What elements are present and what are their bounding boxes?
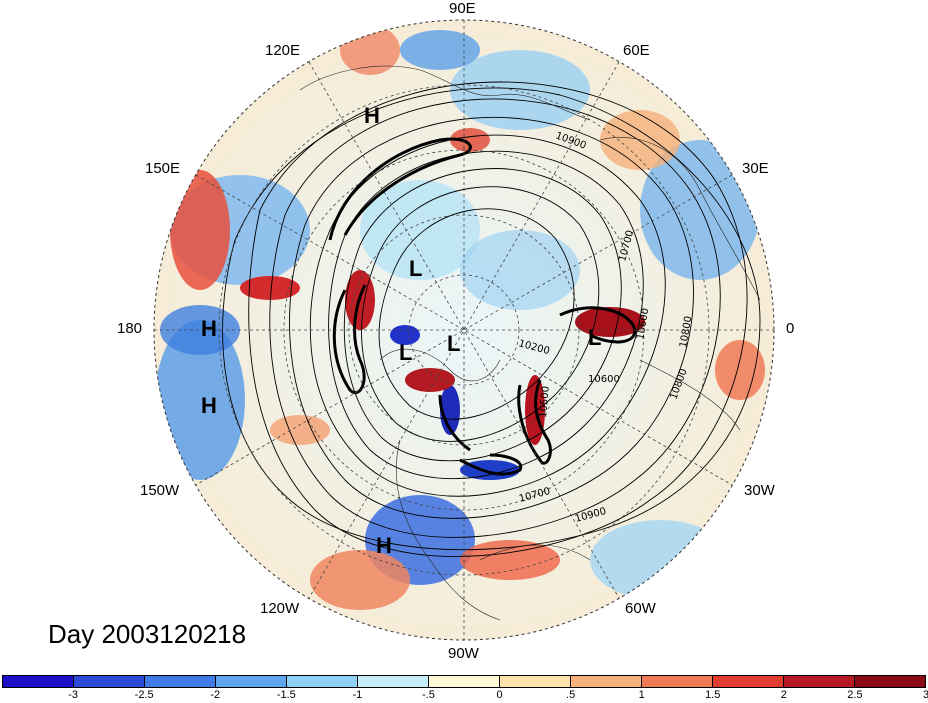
contour-label: 10800 [678, 315, 694, 348]
colorbar-tick-label: 0 [496, 689, 503, 701]
contour-label: 10600 [635, 307, 651, 340]
lon-label-30w: 30W [744, 482, 775, 499]
colorbar-ticks: -3 -2.5 -2 -1.5 -1 -.5 0 .5 1 1.5 2 2.5 3 [0, 689, 928, 703]
low-marker: L [447, 331, 460, 356]
lon-label-30e: 30E [742, 160, 769, 177]
high-marker: H [364, 103, 380, 128]
graticule [154, 20, 774, 640]
high-marker: H [201, 393, 217, 418]
colorbar-tick-label: -.5 [422, 689, 435, 701]
colorbar-tick-label: 1.5 [705, 689, 721, 701]
coastlines [299, 65, 761, 621]
colorbar-tick-label: -3 [68, 689, 78, 701]
colorbar-segment [429, 676, 500, 687]
colorbar-tick-label: -1.5 [276, 689, 296, 701]
colorbar-segment [3, 676, 74, 687]
low-marker: L [399, 340, 412, 365]
colorbar-segment [216, 676, 287, 687]
lon-label-150e: 150E [145, 160, 181, 177]
colorbar [2, 675, 926, 688]
colorbar-segment [358, 676, 429, 687]
day-title: Day 2003120218 [48, 619, 247, 649]
lon-label-60w: 60W [625, 600, 656, 617]
colorbar-segment [500, 676, 571, 687]
lon-label-0: 0 [786, 320, 795, 337]
lon-label-90w: 90W [448, 645, 479, 662]
lon-label-120w: 120W [260, 600, 300, 617]
polar-stereographic-map: 10900 10700 10600 10800 10200 10500 1070… [153, 19, 775, 641]
colorbar-tick-label: 2.5 [847, 689, 863, 701]
colorbar-segment [571, 676, 642, 687]
high-marker: H [376, 533, 392, 558]
lon-label-120e: 120E [265, 42, 301, 59]
map-boundary [153, 19, 775, 641]
lon-label-90e: 90E [449, 0, 476, 17]
colorbar-segment [74, 676, 145, 687]
colorbar-tick-label: 3 [922, 689, 928, 701]
contour-label: 10600 [588, 374, 620, 385]
colorbar-segment [145, 676, 216, 687]
high-marker: H [201, 316, 217, 341]
contour-label: 10500 [538, 386, 552, 419]
colorbar-segment [642, 676, 713, 687]
colorbar-tick-label: .5 [566, 689, 576, 701]
lon-label-180: 180 [117, 320, 143, 337]
jet-contours [328, 137, 637, 476]
colorbar-tick-label: -2.5 [134, 689, 154, 701]
colorbar-segment [784, 676, 855, 687]
colorbar-segment [287, 676, 358, 687]
height-contours [222, 81, 761, 557]
pressure-centers: H H H H L L L L [201, 103, 601, 558]
lon-label-150w: 150W [140, 482, 180, 499]
colorbar-segment [855, 676, 925, 687]
colorbar-tick-label: -2 [210, 689, 221, 701]
lon-label-60e: 60E [623, 42, 650, 59]
colorbar-tick-label: 2 [780, 689, 787, 701]
low-marker: L [588, 325, 601, 350]
colorbar-tick-label: -1 [352, 689, 363, 701]
colorbar-tick-label: 1 [638, 689, 645, 701]
colorbar-segment [713, 676, 784, 687]
low-marker: L [409, 256, 422, 281]
